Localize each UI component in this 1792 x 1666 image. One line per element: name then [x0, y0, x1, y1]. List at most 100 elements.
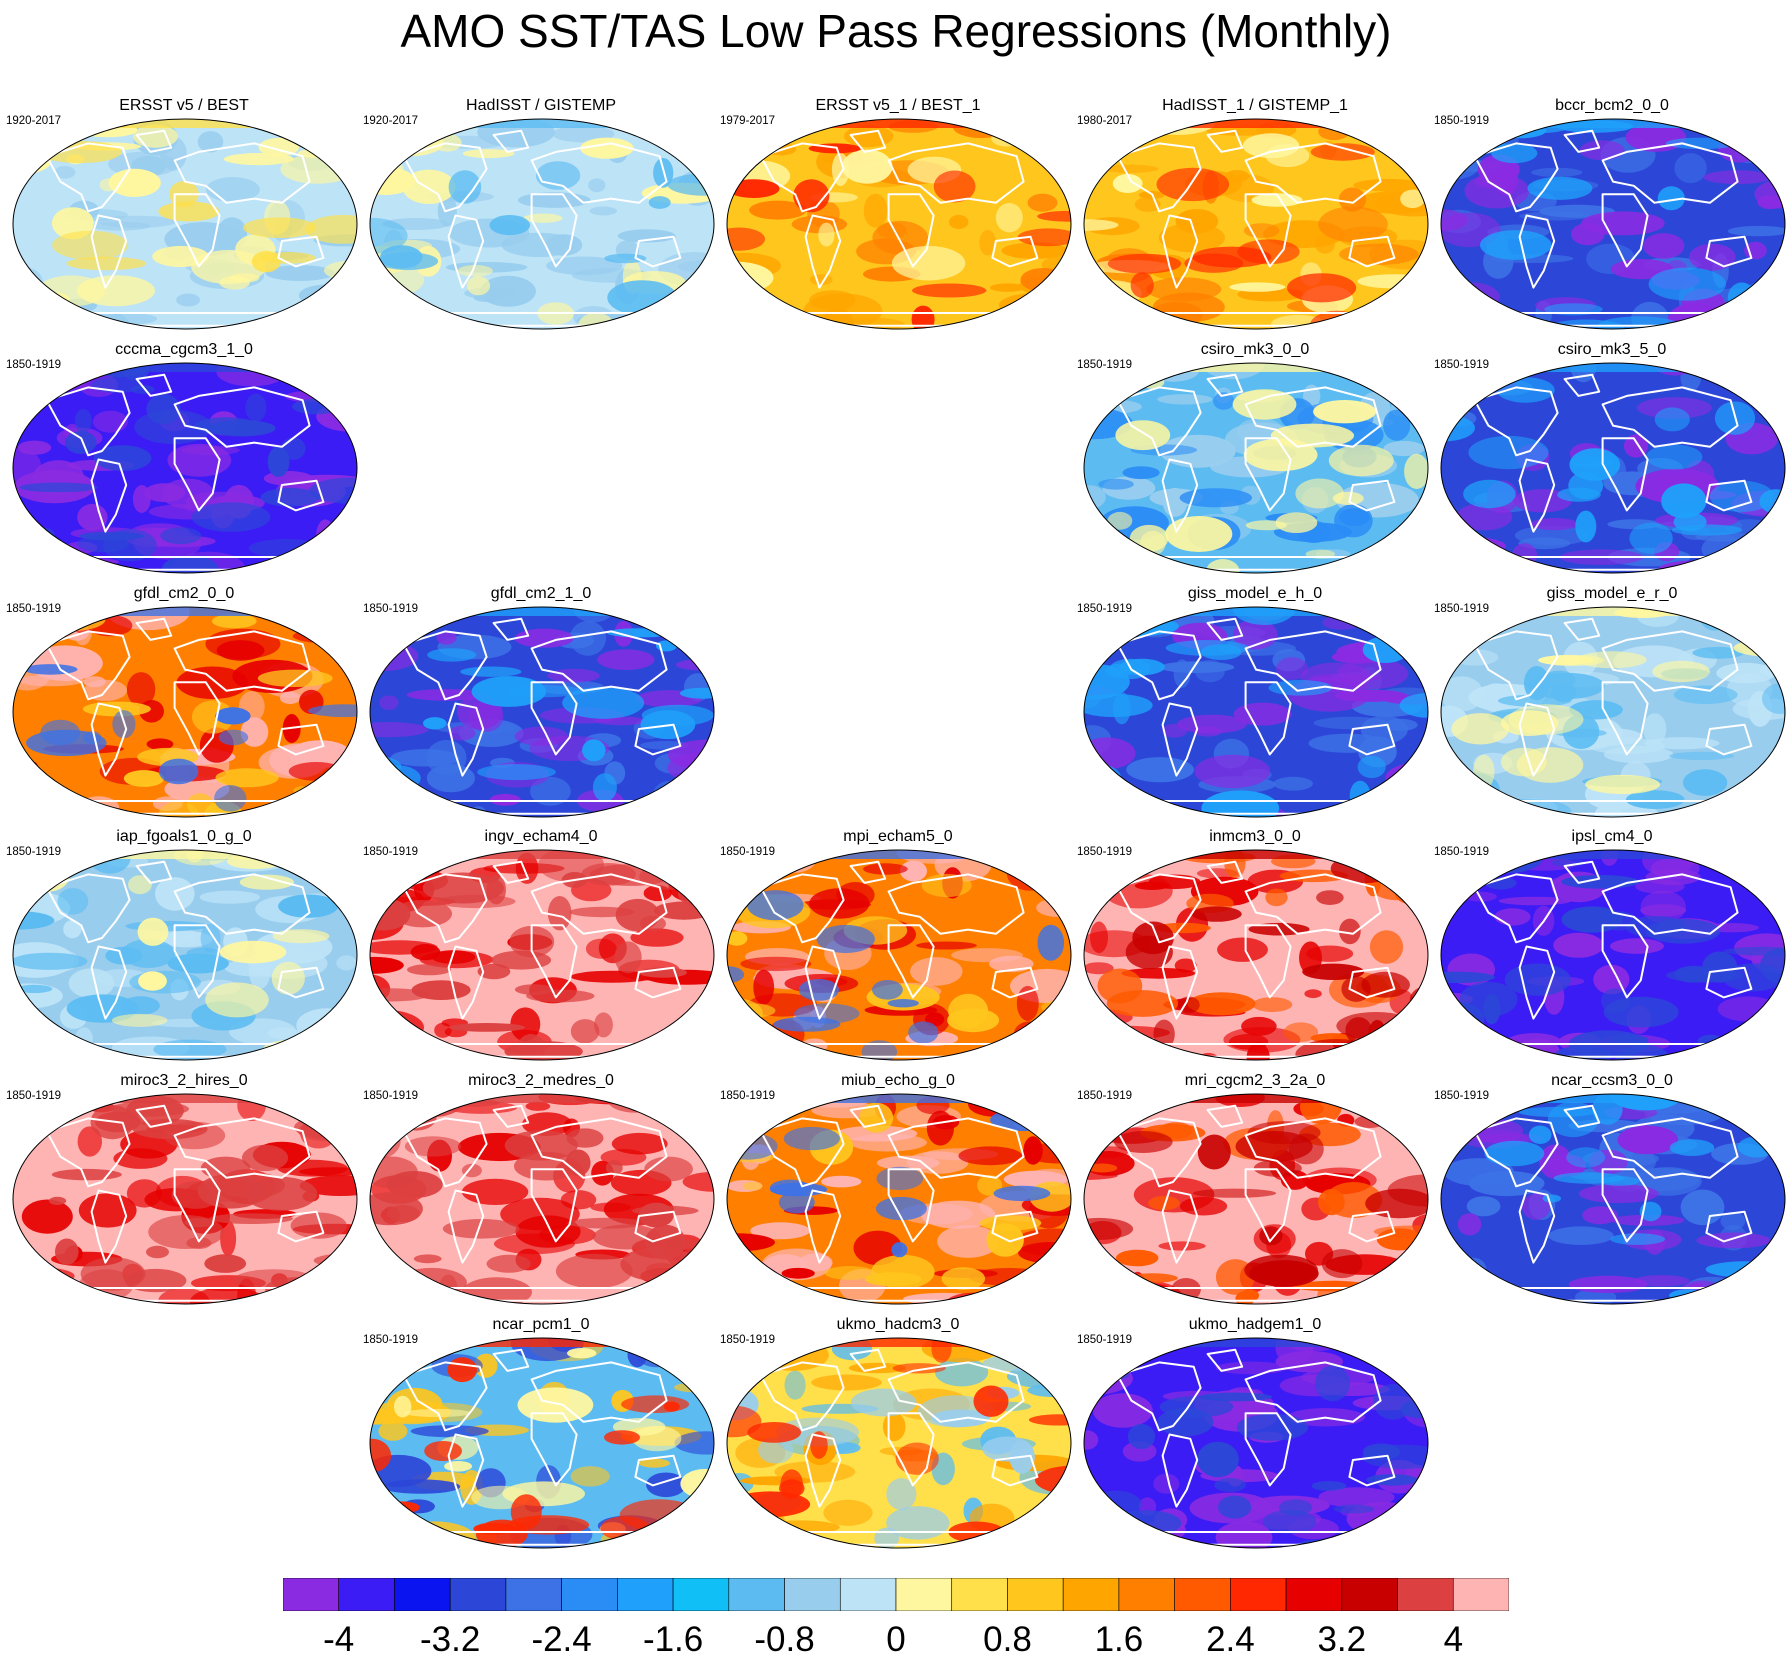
colorbar-swatch — [617, 1578, 674, 1611]
colorbar-swatch — [1341, 1578, 1398, 1611]
world-map — [1440, 1093, 1786, 1305]
panel-title: ERSST v5_1 / BEST_1 — [815, 97, 981, 114]
map-panel: giss_model_e_r_0 1850-1919 — [1434, 585, 1790, 828]
panel-title: mri_cgcm2_3_2a_0 — [1184, 1072, 1326, 1089]
panel-title: mpi_echam5_0 — [843, 828, 953, 845]
map-panel: gfdl_cm2_1_0 1850-1919 — [363, 585, 719, 828]
panel-title: ingv_echam4_0 — [484, 828, 598, 845]
panel-period: 1850-1919 — [1077, 359, 1132, 371]
colorbar — [283, 1578, 1509, 1611]
world-map — [1083, 849, 1429, 1061]
colorbar-labels: -4 -3.2 -2.4 -1.6 -0.8 0 0.8 1.6 2.4 3.2 4 — [0, 1620, 1792, 1666]
map-panel: ingv_echam4_0 1850-1919 — [363, 828, 719, 1071]
world-map — [12, 1093, 358, 1305]
world-map — [12, 606, 358, 818]
world-map — [1083, 1337, 1429, 1549]
panel-title: ukmo_hadcm3_0 — [836, 1316, 960, 1333]
colorbar-swatch — [1118, 1578, 1175, 1611]
colorbar-swatch — [1062, 1578, 1120, 1611]
world-map — [369, 118, 715, 330]
panel-period: 1850-1919 — [363, 1090, 418, 1102]
panel-period: 1920-2017 — [363, 115, 418, 127]
map-panel: cccma_cgcm3_1_0 1850-1919 — [6, 341, 362, 584]
panel-title: bccr_bcm2_0_0 — [1555, 97, 1669, 114]
colorbar-swatch — [839, 1578, 897, 1611]
map-panel: ncar_pcm1_0 1850-1919 — [363, 1316, 719, 1559]
map-panel: ukmo_hadgem1_0 1850-1919 — [1077, 1316, 1433, 1559]
colorbar-tick-label: -4 — [323, 1620, 355, 1659]
panel-period: 1850-1919 — [1077, 1334, 1132, 1346]
panel-period: 1850-1919 — [1077, 603, 1132, 615]
map-panel: miroc3_2_hires_0 1850-1919 — [6, 1072, 362, 1315]
panel-period: 1850-1919 — [720, 846, 775, 858]
map-panel: miub_echo_g_0 1850-1919 — [720, 1072, 1076, 1315]
colorbar-swatch — [1397, 1578, 1454, 1611]
map-panel: mri_cgcm2_3_2a_0 1850-1919 — [1077, 1072, 1433, 1315]
panel-period: 1850-1919 — [1077, 846, 1132, 858]
world-map — [12, 362, 358, 574]
panel-period: 1850-1919 — [1434, 359, 1489, 371]
colorbar-swatch — [561, 1578, 618, 1611]
panel-title: gfdl_cm2_1_0 — [490, 585, 592, 602]
map-panel: giss_model_e_h_0 1850-1919 — [1077, 585, 1433, 828]
panel-title: miroc3_2_hires_0 — [120, 1072, 248, 1089]
world-map — [1440, 606, 1786, 818]
world-map — [1440, 118, 1786, 330]
map-panel: ERSST v5 / BEST 1920-2017 — [6, 97, 362, 340]
colorbar-tick-label: -3.2 — [420, 1620, 481, 1659]
map-panel: bccr_bcm2_0_0 1850-1919 — [1434, 97, 1790, 340]
colorbar-swatch — [784, 1578, 841, 1611]
panel-period: 1979-2017 — [720, 115, 775, 127]
world-map — [12, 849, 358, 1061]
colorbar-tick-label: -2.4 — [531, 1620, 592, 1659]
panel-period: 1850-1919 — [720, 1334, 775, 1346]
colorbar-swatch — [1452, 1578, 1509, 1611]
panel-title: ncar_pcm1_0 — [492, 1316, 590, 1333]
colorbar-swatch — [449, 1578, 507, 1611]
colorbar-swatch — [728, 1578, 785, 1611]
panel-title: giss_model_e_r_0 — [1546, 585, 1678, 602]
map-panel: gfdl_cm2_0_0 1850-1919 — [6, 585, 362, 828]
colorbar-swatch — [394, 1578, 451, 1611]
panel-title: ERSST v5 / BEST — [119, 97, 249, 114]
world-map — [726, 118, 1072, 330]
colorbar-swatch — [338, 1578, 395, 1611]
panel-period: 1850-1919 — [363, 603, 418, 615]
panel-period: 1850-1919 — [720, 1090, 775, 1102]
page-title: AMO SST/TAS Low Pass Regressions (Monthl… — [400, 5, 1392, 57]
panel-title: ukmo_hadgem1_0 — [1188, 1316, 1322, 1333]
panel-title: giss_model_e_h_0 — [1187, 585, 1323, 602]
colorbar-swatch — [1285, 1578, 1343, 1611]
map-panel: HadISST / GISTEMP 1920-2017 — [363, 97, 719, 340]
panel-period: 1850-1919 — [1434, 603, 1489, 615]
panel-title: ncar_ccsm3_0_0 — [1551, 1072, 1673, 1089]
colorbar-swatch — [283, 1578, 340, 1611]
map-panel: csiro_mk3_0_0 1850-1919 — [1077, 341, 1433, 584]
world-map — [369, 606, 715, 818]
map-panel: ukmo_hadcm3_0 1850-1919 — [720, 1316, 1076, 1559]
panel-title: iap_fgoals1_0_g_0 — [116, 828, 252, 845]
panel-period: 1850-1919 — [1077, 1090, 1132, 1102]
world-map — [1083, 362, 1429, 574]
panel-title: ipsl_cm4_0 — [1571, 828, 1653, 845]
colorbar-swatch — [951, 1578, 1008, 1611]
map-panel: inmcm3_0_0 1850-1919 — [1077, 828, 1433, 1071]
panel-period: 1850-1919 — [1434, 115, 1489, 127]
panel-title: cccma_cgcm3_1_0 — [115, 341, 253, 358]
world-map — [726, 849, 1072, 1061]
colorbar-swatch — [672, 1578, 730, 1611]
panel-title: inmcm3_0_0 — [1209, 828, 1301, 845]
world-map — [369, 1093, 715, 1305]
panel-period: 1850-1919 — [363, 1334, 418, 1346]
map-panel: ipsl_cm4_0 1850-1919 — [1434, 828, 1790, 1071]
map-panel: HadISST_1 / GISTEMP_1 1980-2017 — [1077, 97, 1433, 340]
panel-period: 1850-1919 — [1434, 1090, 1489, 1102]
panel-period: 1980-2017 — [1077, 115, 1132, 127]
panel-title: HadISST / GISTEMP — [466, 97, 616, 114]
colorbar-tick-label: 4 — [1443, 1620, 1464, 1659]
colorbar-swatch — [1007, 1578, 1064, 1611]
panel-title: gfdl_cm2_0_0 — [133, 585, 235, 602]
colorbar-swatch — [1174, 1578, 1231, 1611]
map-panel: ERSST v5_1 / BEST_1 1979-2017 — [720, 97, 1076, 340]
